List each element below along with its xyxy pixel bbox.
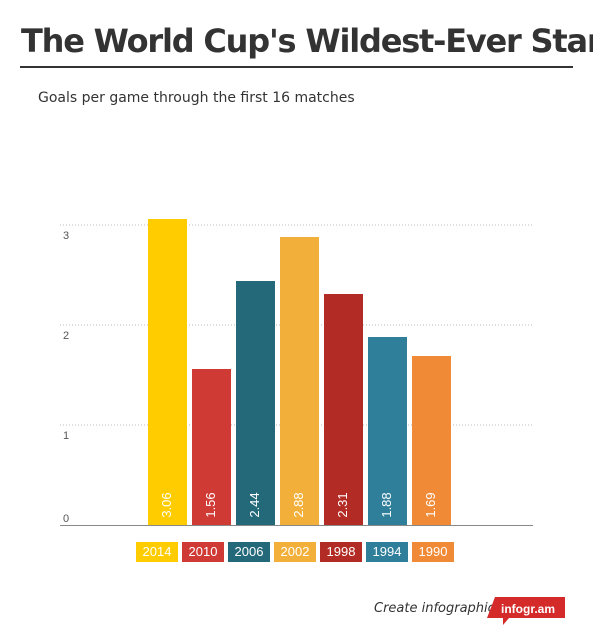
- bar-value-label-1994: 1.88: [379, 492, 394, 517]
- legend-item-2002: 2002: [274, 542, 316, 562]
- infogram-badge[interactable]: infogr.am: [487, 597, 565, 625]
- bar-2010: [192, 369, 231, 525]
- bar-2014: [148, 219, 187, 525]
- bar-chart: 0 1 2 3 3.06 1.56 2.44 2.88 2.31 1.88 1.69: [60, 219, 533, 526]
- bar-value-label-1990: 1.69: [423, 492, 438, 517]
- chart-title: The World Cup's Wildest-Ever Start: [21, 22, 593, 60]
- bar-1994: [368, 337, 407, 525]
- chart-subtitle: Goals per game through the first 16 matc…: [38, 90, 355, 106]
- bar-value-label-1998: 2.31: [335, 492, 350, 517]
- badge-label: infogr.am: [501, 602, 556, 616]
- legend-item-1990: 1990: [412, 542, 454, 562]
- bar-1990: [412, 356, 451, 525]
- y-tick-label-3: 3: [63, 230, 69, 242]
- bar-value-label-2006: 2.44: [247, 492, 262, 517]
- create-infographics-link[interactable]: Create infographics: [374, 601, 502, 616]
- bar-2002: [280, 237, 319, 525]
- y-tick-label-1: 1: [63, 430, 69, 442]
- title-divider: [20, 66, 573, 68]
- badge-flag-icon: [487, 597, 565, 625]
- bar-value-label-2010: 1.56: [203, 492, 218, 517]
- legend-item-1998: 1998: [320, 542, 362, 562]
- bar-value-label-2002: 2.88: [291, 492, 306, 517]
- legend-item-2006: 2006: [228, 542, 270, 562]
- bar-1998: [324, 294, 363, 525]
- y-tick-label-2: 2: [63, 330, 69, 342]
- legend-item-2010: 2010: [182, 542, 224, 562]
- legend-item-2014: 2014: [136, 542, 178, 562]
- bar-value-label-2014: 3.06: [159, 492, 174, 517]
- bar-2006: [236, 281, 275, 525]
- legend-item-1994: 1994: [366, 542, 408, 562]
- y-tick-label-0: 0: [63, 513, 69, 525]
